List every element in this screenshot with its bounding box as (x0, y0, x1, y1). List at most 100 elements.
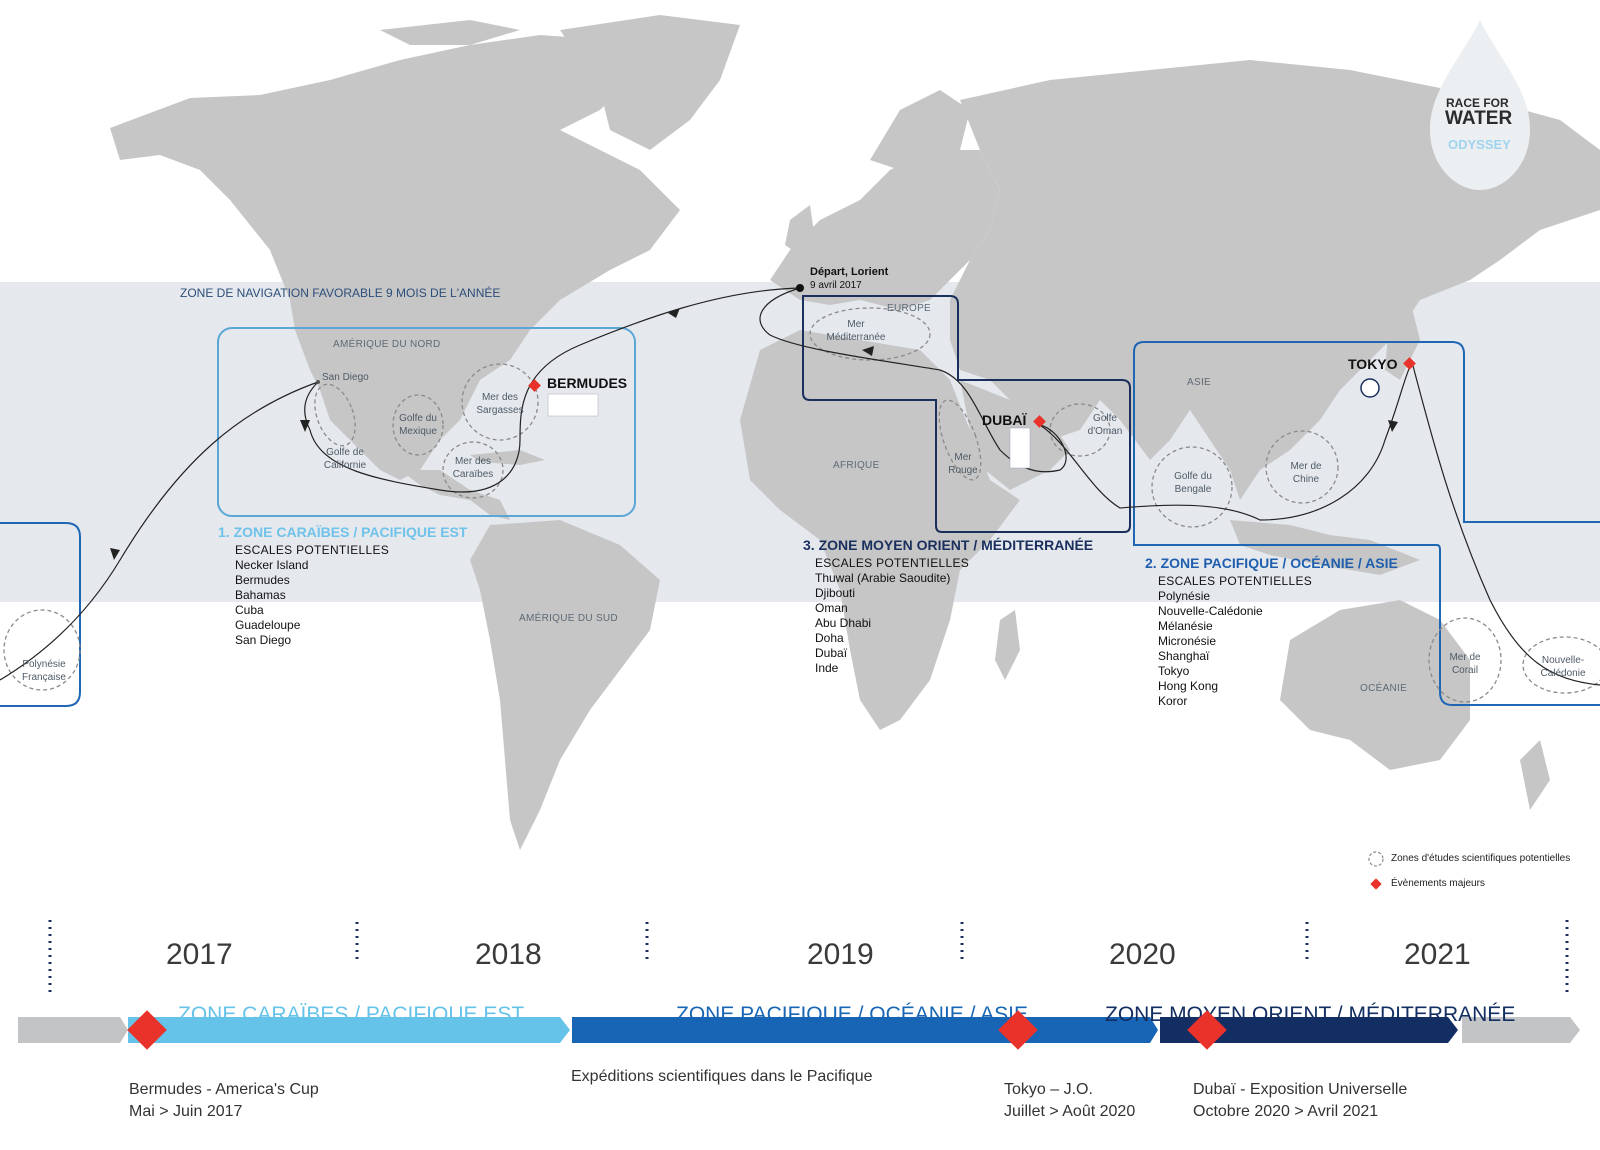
region-asia: ASIE (1187, 377, 1211, 388)
city-tokyo: TOKYO (1348, 356, 1398, 372)
event-tokyo-dates: Juillet > Août 2020 (1004, 1103, 1136, 1120)
logo-line-3: ODYSSEY (1448, 137, 1511, 152)
zone-3-box (802, 295, 1131, 533)
stop-item: Necker Island (235, 558, 309, 572)
stop-item: Cuba (235, 603, 264, 617)
stop-item: Mélanésie (1158, 619, 1213, 633)
event-tokyo-title: Tokyo – J.O. (1004, 1081, 1093, 1098)
study-zones (3, 307, 1600, 703)
logo-drop (1430, 20, 1530, 190)
olympics-logo (1360, 378, 1380, 398)
event-pacific-expeditions: Expéditions scientifiques dans le Pacifi… (571, 1066, 873, 1088)
city-dubai: DUBAÏ (982, 412, 1027, 428)
study-zone-china-sea (1265, 430, 1339, 504)
timeline-bar-post (1462, 1017, 1580, 1043)
route-arrows (110, 308, 1398, 560)
scandinavia (870, 90, 970, 170)
region-oceania: OCÉANIE (1360, 683, 1408, 694)
japan (1385, 300, 1420, 380)
legend-event-symbol (1370, 878, 1382, 890)
expo-logo (1009, 427, 1031, 469)
route-arrow (110, 548, 120, 560)
region-south-america: AMÉRIQUE DU SUD (519, 613, 618, 624)
zone-2-stops-header: ESCALES POTENTIELLES (1158, 574, 1313, 588)
event-dubai-title: Dubaï - Exposition Universelle (1193, 1081, 1408, 1098)
zone-2-title: 2. ZONE PACIFIQUE / OCÉANIE / ASIE (1145, 555, 1398, 571)
stop-item: Bermudes (235, 573, 290, 587)
asia (950, 60, 1600, 500)
caribbean-islands (470, 450, 545, 465)
zone-2-stops: ESCALES POTENTIELLES Polynésie Nouvelle-… (1158, 574, 1312, 709)
indonesia (1230, 520, 1420, 575)
study-zone-caribbean (442, 441, 504, 499)
event-dubai: Dubaï - Exposition Universelle Octobre 2… (1193, 1079, 1407, 1123)
stop-item: Koror (1158, 694, 1188, 708)
year-2019: 2019 (807, 938, 874, 971)
stop-item: Shanghaï (1158, 649, 1210, 663)
event-bermudes: Bermudes - America's Cup Mai > Juin 2017 (129, 1079, 319, 1123)
route-atlantic (304, 287, 801, 493)
stop-item: Dubaï (815, 646, 848, 660)
start-title: Départ, Lorient (810, 266, 889, 278)
legend-study-zone-symbol (1368, 851, 1384, 867)
stop-item: San Diego (235, 633, 292, 647)
arctic-islands (380, 20, 520, 45)
australia (1280, 600, 1470, 770)
event-bermudes-dates: Mai > Juin 2017 (129, 1103, 243, 1120)
route-arrow (1388, 420, 1398, 432)
south-america (470, 520, 660, 850)
timeline-zone-2-label: ZONE PACIFIQUE / OCÉANIE / ASIE (676, 1003, 1029, 1026)
year-2017: 2017 (166, 938, 233, 971)
year-2018: 2018 (475, 938, 542, 971)
sea-china: Mer de Chine (1290, 461, 1322, 485)
sea-new-caledonia: Nouvelle-Calédonie (1540, 655, 1586, 679)
study-zone-coral-sea (1428, 617, 1502, 703)
study-zone-polynesia (3, 609, 81, 691)
timeline-bar-pre (18, 1017, 128, 1043)
route (0, 287, 1600, 686)
stop-item: Thuwal (Arabie Saoudite) (815, 571, 951, 585)
city-bermudes: BERMUDES (547, 375, 628, 391)
central-america (400, 470, 510, 520)
north-america (110, 35, 680, 480)
stop-item: Inde (815, 661, 839, 675)
stop-item: Abu Dhabi (815, 616, 872, 630)
stop-item: Djibouti (815, 586, 856, 600)
sea-sargasso: Mer des Sargasses (476, 392, 524, 416)
logo-line-2: WATER (1445, 108, 1513, 129)
study-zone-mediterranean (809, 307, 931, 361)
route-to-oceania (1411, 361, 1600, 686)
route-pacific (0, 381, 319, 681)
navigation-zone-label: ZONE DE NAVIGATION FAVORABLE 9 MOIS DE L… (180, 286, 501, 300)
stop-item: Hong Kong (1158, 679, 1219, 693)
zone-3-title: 3. ZONE MOYEN ORIENT / MÉDITERRANÉE (803, 537, 1094, 553)
sea-gulf-california: Golfe de Californie (323, 447, 367, 471)
sea-french-polynesia: Polynésie Française (22, 659, 66, 683)
sea-gulf-oman: Golfe d'Oman (1087, 413, 1123, 437)
logo-line-1: RACE FOR (1446, 96, 1509, 110)
legend-study-zones: Zones d'études scientifiques potentielle… (1391, 853, 1571, 864)
route-arrow (300, 420, 310, 432)
sea-bengal: Golfe du Bengale (1174, 471, 1212, 495)
route-arrow (862, 346, 874, 356)
start-point (796, 284, 804, 292)
route-arrow (668, 308, 680, 318)
study-zone-bengal (1151, 446, 1233, 528)
stop-item: Polynésie (1158, 589, 1211, 603)
timeline-bar-zone3 (1160, 1017, 1458, 1043)
sea-gulf-mexico: Golfe du Mexique (399, 413, 437, 437)
zone-1-stops-header: ESCALES POTENTIELLES (235, 543, 390, 557)
sea-coral: Mer de Corail (1449, 652, 1481, 676)
bermudes-partner-logo (547, 393, 599, 417)
region-europe: EUROPE (887, 303, 932, 314)
africa (740, 330, 1020, 730)
zone-3-stops: ESCALES POTENTIELLES Thuwal (Arabie Saou… (815, 556, 969, 676)
stop-item: Guadeloupe (235, 618, 301, 632)
study-zone-sargasso (461, 363, 539, 441)
zone-1-box (217, 327, 636, 517)
stop-item: Tokyo (1158, 664, 1190, 678)
study-zone-gulf-mexico (392, 394, 444, 456)
stop-item: Doha (815, 631, 844, 645)
stop-item: Micronésie (1158, 634, 1217, 648)
zone-3-stops-header: ESCALES POTENTIELLES (815, 556, 970, 570)
